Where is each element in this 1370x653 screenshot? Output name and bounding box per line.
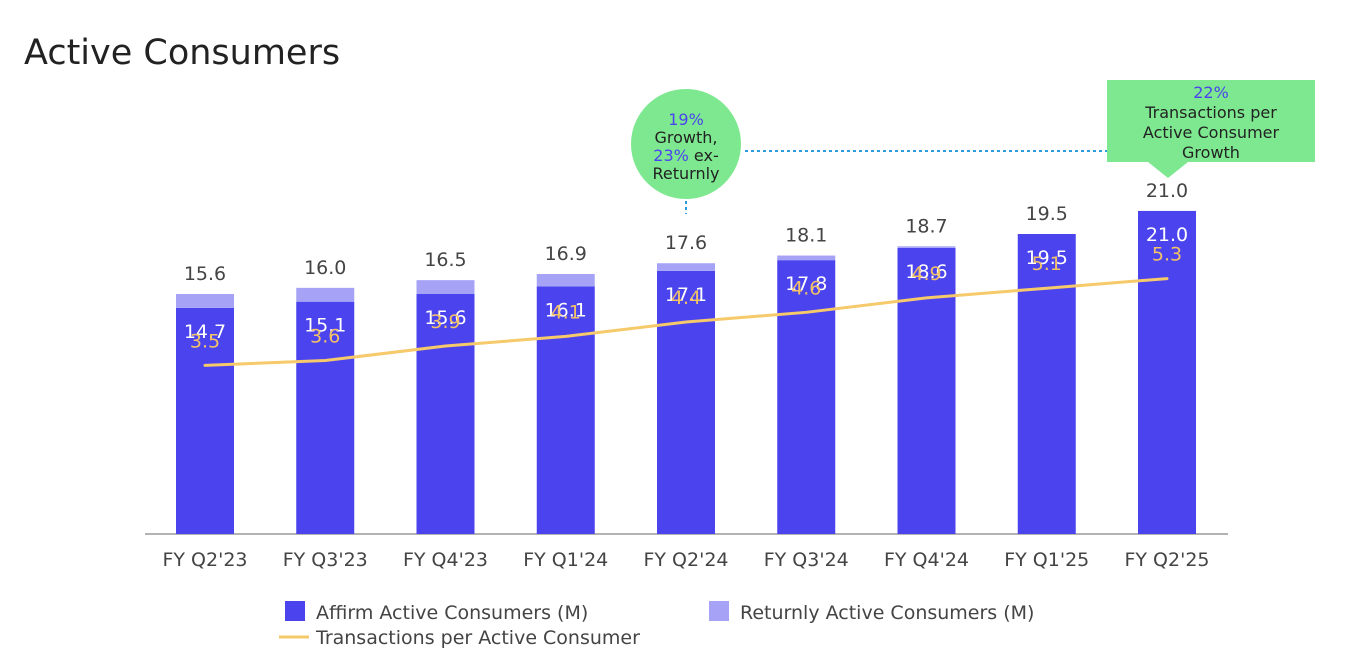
callout-text: Transactions per bbox=[1144, 103, 1277, 122]
growth-callout-line: Growth, bbox=[655, 128, 718, 147]
tpac-callout-line: Active Consumer bbox=[1143, 123, 1280, 142]
growth-callout-line: 19% bbox=[668, 110, 704, 129]
x-tick-label: FY Q3'23 bbox=[283, 549, 368, 571]
affirm-value-label: 17.1 bbox=[665, 284, 707, 306]
total-label: 18.7 bbox=[905, 215, 947, 237]
affirm-bar bbox=[536, 286, 595, 534]
legend-label-tpac: Transactions per Active Consumer bbox=[315, 627, 640, 649]
callout-accent-text: 19% bbox=[668, 110, 704, 129]
callout-accent-text: 22% bbox=[1193, 83, 1229, 102]
tpac-line-group bbox=[203, 277, 1169, 367]
affirm-value-label: 18.6 bbox=[905, 261, 947, 283]
total-label: 16.5 bbox=[424, 249, 466, 271]
total-label: 16.0 bbox=[304, 257, 346, 279]
returnly-bar bbox=[897, 246, 956, 248]
x-axis: FY Q2'23 FY Q3'23 FY Q4'23 FY Q1'24 FY Q2'24… bbox=[145, 533, 1228, 571]
legend-swatch-affirm bbox=[285, 601, 305, 621]
bars bbox=[176, 210, 1196, 534]
affirm-value-label: 16.1 bbox=[545, 299, 587, 321]
total-label: 18.1 bbox=[785, 225, 827, 247]
affirm-bar bbox=[1017, 234, 1076, 534]
tpac-value-label: 3.9 bbox=[430, 311, 460, 333]
returnly-bar bbox=[416, 280, 475, 294]
growth-callout-circle bbox=[631, 89, 741, 199]
total-label: 21.0 bbox=[1146, 180, 1188, 202]
x-tick-label: FY Q1'24 bbox=[523, 549, 608, 571]
total-label: 15.6 bbox=[184, 263, 226, 285]
callout-text: Returnly bbox=[652, 164, 719, 183]
affirm-bar bbox=[1138, 210, 1196, 534]
callout-text: Growth, bbox=[655, 128, 718, 147]
chart-title: Active Consumers bbox=[24, 33, 340, 73]
tpac-callout-line: 22% bbox=[1193, 83, 1229, 102]
x-tick-label: FY Q2'23 bbox=[162, 549, 247, 571]
tpac-value-label: 5.3 bbox=[1152, 244, 1182, 266]
tpac-callout-line: Transactions per bbox=[1144, 103, 1277, 122]
affirm-value-label: 15.1 bbox=[304, 315, 346, 337]
total-label: 19.5 bbox=[1026, 203, 1068, 225]
returnly-bar bbox=[536, 274, 595, 287]
growth-callout-line: Returnly bbox=[652, 164, 719, 183]
returnly-bar bbox=[176, 294, 234, 308]
returnly-bar bbox=[777, 255, 836, 261]
callout-text: ex- bbox=[689, 146, 719, 165]
x-tick-label: FY Q4'23 bbox=[403, 549, 488, 571]
tpac-value-label: 4.9 bbox=[911, 263, 941, 285]
legend: Affirm Active Consumers (M) Returnly Acti… bbox=[279, 601, 1034, 649]
x-tick-label: FY Q4'24 bbox=[884, 549, 969, 571]
callout-accent-text: 23% bbox=[653, 146, 689, 165]
tpac-value-label: 3.6 bbox=[310, 326, 340, 348]
affirm-bar bbox=[176, 307, 234, 534]
affirm-bar bbox=[416, 294, 475, 534]
returnly-bar bbox=[657, 263, 715, 271]
tpac-callout-box bbox=[1107, 80, 1315, 178]
legend-label-returnly: Returnly Active Consumers (M) bbox=[740, 602, 1034, 624]
affirm-value-label: 17.8 bbox=[785, 273, 827, 295]
growth-callout-line: 23% ex- bbox=[653, 146, 718, 165]
data-labels: 15.614.73.516.015.13.616.515.63.916.916.… bbox=[184, 180, 1188, 352]
total-label: 17.6 bbox=[665, 232, 707, 254]
affirm-bar bbox=[777, 260, 836, 534]
callout-text: Active Consumer bbox=[1143, 123, 1280, 142]
affirm-value-label: 14.7 bbox=[184, 321, 226, 343]
x-tick-label: FY Q2'25 bbox=[1124, 549, 1209, 571]
tpac-value-label: 4.6 bbox=[791, 277, 821, 299]
affirm-bar bbox=[657, 270, 715, 534]
affirm-bar bbox=[296, 301, 355, 534]
annotations: 19%Growth,23% ex-Returnly 22%Transactions… bbox=[631, 80, 1315, 214]
tpac-line bbox=[203, 277, 1169, 367]
x-tick-label: FY Q3'24 bbox=[764, 549, 849, 571]
tpac-value-label: 4.4 bbox=[671, 287, 701, 309]
x-tick-label: FY Q1'25 bbox=[1004, 549, 1089, 571]
tpac-value-label: 5.1 bbox=[1032, 253, 1062, 275]
total-label: 16.9 bbox=[545, 243, 587, 265]
affirm-value-label: 19.5 bbox=[1026, 247, 1068, 269]
affirm-value-label: 21.0 bbox=[1146, 224, 1188, 246]
affirm-bar bbox=[897, 247, 956, 534]
affirm-value-label: 15.6 bbox=[424, 307, 466, 329]
x-tick-label: FY Q2'24 bbox=[643, 549, 728, 571]
tpac-value-label: 3.5 bbox=[190, 330, 220, 352]
tpac-callout-line: Growth bbox=[1182, 143, 1240, 162]
tpac-value-label: 4.1 bbox=[551, 301, 581, 323]
legend-swatch-returnly bbox=[709, 601, 729, 621]
legend-label-affirm: Affirm Active Consumers (M) bbox=[316, 602, 588, 624]
returnly-bar bbox=[296, 287, 355, 302]
callout-text: Growth bbox=[1182, 143, 1240, 162]
